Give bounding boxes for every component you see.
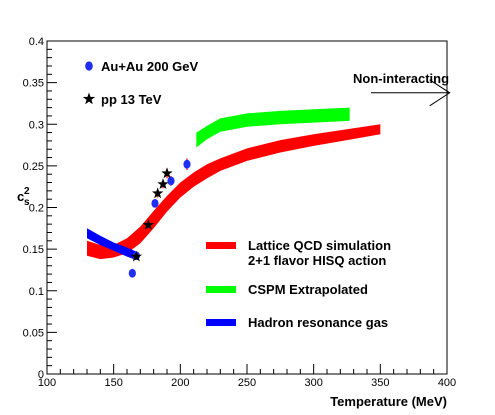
- legend-label-lattice-line1: Lattice QCD simulation: [248, 238, 391, 253]
- legend-entry-lattice: Lattice QCD simulation 2+1 flavor HISQ a…: [206, 238, 391, 268]
- legend-circle-icon: [85, 61, 93, 71]
- legend-marker-circle: [85, 61, 93, 71]
- y-axis-title-sub: s: [24, 197, 30, 208]
- band-2: [87, 228, 137, 260]
- point-star-1: [142, 218, 155, 230]
- bands-layer: [87, 107, 381, 260]
- x-tick-label: 100: [38, 377, 56, 389]
- legend-entry-hrg: Hadron resonance gas: [206, 315, 388, 330]
- x-tick-label: 250: [238, 377, 256, 389]
- y-tick-label: 0.2: [29, 203, 44, 215]
- legend-swatch-lattice: [206, 242, 236, 249]
- ticks-layer: [46, 40, 448, 375]
- legend-entry-pp: pp 13 TeV: [82, 92, 162, 107]
- y-axis-title-sup: 2: [24, 186, 30, 197]
- x-tick-label: 400: [438, 377, 456, 389]
- y-tick-label: 0.3: [29, 119, 44, 131]
- y-axis-title: c 2 s: [17, 186, 30, 208]
- x-axis-title: Temperature (MeV): [330, 394, 447, 409]
- legend-star-icon: [82, 92, 96, 105]
- y-tick-label: 0.35: [23, 78, 44, 90]
- annotation-arrow-head: [429, 79, 451, 107]
- legend-label-hrg: Hadron resonance gas: [248, 315, 388, 330]
- legend-marker-star: [82, 92, 96, 105]
- point-circle-3: [167, 176, 175, 186]
- x-tick-label: 150: [104, 377, 122, 389]
- legend-entry-au-au: Au+Au 200 GeV: [85, 59, 199, 74]
- point-star-0: [130, 250, 143, 262]
- point-circle-2: [151, 198, 159, 208]
- y-tick-label: 0.15: [23, 244, 44, 256]
- legend-swatch-hrg: [206, 319, 236, 326]
- legend-label-au-au: Au+Au 200 GeV: [101, 59, 199, 74]
- bands-legend: Lattice QCD simulation 2+1 flavor HISQ a…: [206, 238, 391, 330]
- x-tick-label: 300: [304, 377, 322, 389]
- y-tick-label: 0.1: [29, 286, 44, 298]
- point-star-2: [151, 187, 164, 199]
- point-circle-0: [128, 268, 136, 278]
- y-tick-label: 0.4: [29, 36, 44, 48]
- legend-label-cspm: CSPM Extrapolated: [248, 282, 368, 297]
- x-tick-label: 200: [171, 377, 189, 389]
- point-circle-4: [183, 159, 191, 169]
- legend-swatch-cspm: [206, 286, 236, 293]
- x-tick-label: 350: [371, 377, 389, 389]
- y-tick-label: 0: [38, 369, 44, 381]
- point-star-3: [157, 178, 169, 190]
- y-tick-label: 0.25: [23, 161, 44, 173]
- point-star-4: [161, 167, 173, 179]
- legend-label-lattice-line2: 2+1 flavor HISQ action: [248, 253, 386, 268]
- tick-labels-layer: 100 150 200 250 300 350 400 0 0.05 0.1 0.15 0.2 0.25…: [23, 36, 457, 389]
- points-legend: Au+Au 200 GeV pp 13 TeV: [82, 59, 199, 107]
- band-1: [196, 107, 350, 148]
- non-interacting-annotation: Non-interacting: [353, 71, 451, 107]
- points-layer: [128, 158, 191, 278]
- y-tick-label: 0.05: [23, 327, 44, 339]
- legend-entry-cspm: CSPM Extrapolated: [206, 282, 368, 297]
- legend-label-pp: pp 13 TeV: [101, 92, 162, 107]
- y-axis-title-main: c: [17, 189, 24, 204]
- annotation-text: Non-interacting: [353, 71, 449, 86]
